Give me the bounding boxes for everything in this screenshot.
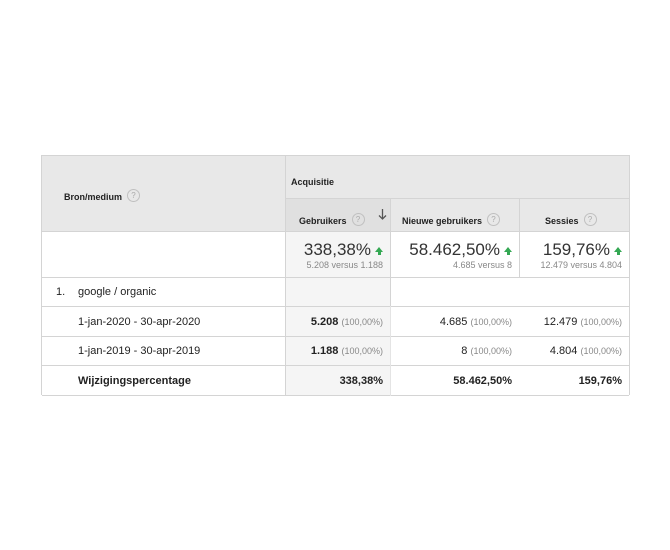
sorted-column-fill — [285, 337, 390, 365]
group-row-label[interactable]: google / organic — [78, 286, 157, 298]
table-cell: 5.208 (100,00%) — [311, 316, 383, 328]
dimension-header-label: Bron/medium — [64, 192, 123, 202]
help-circle-icon[interactable]: ? — [583, 213, 597, 227]
cell-value: 8 — [461, 345, 468, 357]
divider — [42, 231, 629, 232]
cell-value: 5.208 — [310, 316, 339, 328]
cell-percent: (100,00%) — [341, 346, 383, 356]
divider — [390, 198, 391, 306]
acquisition-group-label: Acquisitie — [291, 177, 335, 187]
dimension-header[interactable]: Bron/medium? — [64, 187, 141, 205]
cell-value: 4.804 — [549, 345, 578, 357]
total-value: 159,76% — [542, 240, 610, 259]
help-circle-icon[interactable]: ? — [351, 213, 365, 227]
divider — [285, 198, 629, 199]
trend-up-icon — [375, 247, 383, 255]
column-header-new-users-label: Nieuwe gebruikers — [402, 216, 483, 226]
change-value: 58.462,50% — [453, 375, 512, 387]
total-cell-new-users: 58.462,50% 4.685 versus 8 — [390, 232, 519, 277]
column-header-users-label: Gebruikers — [299, 216, 347, 226]
table-cell: 1.188 (100,00%) — [311, 345, 383, 357]
acquisition-group-header: Acquisitie — [291, 172, 334, 190]
total-value: 338,38% — [303, 240, 371, 259]
table-cell: 4.804 (100,00%) — [550, 345, 622, 357]
sorted-column-fill — [285, 278, 390, 306]
trend-up-icon — [614, 247, 622, 255]
report-table: Bron/medium? Acquisitie Gebruikers? Nieu… — [41, 155, 630, 396]
trend-up-icon — [504, 247, 512, 255]
change-value: 159,76% — [578, 375, 622, 387]
table-cell: 4.685 (100,00%) — [440, 316, 512, 328]
divider — [42, 395, 629, 396]
divider — [285, 306, 286, 396]
divider — [285, 278, 286, 306]
divider — [42, 306, 629, 307]
group-row-index: 1. — [56, 286, 66, 298]
cell-percent: (100,00%) — [580, 317, 622, 327]
total-value: 58.462,50% — [409, 240, 500, 259]
cell-percent: (100,00%) — [580, 346, 622, 356]
column-header-sessions-label: Sessies — [545, 216, 579, 226]
help-circle-icon[interactable]: ? — [127, 189, 141, 203]
divider — [285, 156, 286, 278]
cell-value: 12.479 — [543, 316, 578, 328]
cell-value: 1.188 — [310, 345, 339, 357]
help-circle-icon[interactable]: ? — [487, 213, 501, 227]
divider — [519, 198, 520, 278]
divider — [42, 277, 629, 278]
cell-percent: (100,00%) — [470, 346, 512, 356]
total-cell-users: 338,38% 5.208 versus 1.188 — [285, 232, 390, 277]
total-detail: 4.685 versus 8 — [452, 260, 512, 270]
column-header-sessions[interactable]: Sessies? — [519, 198, 629, 231]
cell-percent: (100,00%) — [341, 317, 383, 327]
total-detail: 12.479 versus 4.804 — [540, 260, 622, 270]
total-detail: 5.208 versus 1.188 — [306, 260, 383, 270]
cell-percent: (100,00%) — [470, 317, 512, 327]
change-row-label: Wijzigingspercentage — [78, 375, 191, 387]
arrow-down-icon[interactable] — [378, 209, 387, 220]
column-header-users[interactable]: Gebruikers? — [285, 198, 390, 231]
cell-value: 4.685 — [439, 316, 468, 328]
table-cell: 12.479 (100,00%) — [544, 316, 622, 328]
sorted-column-fill — [285, 366, 390, 395]
change-value: 338,38% — [339, 375, 383, 387]
total-cell-sessions: 159,76% 12.479 versus 4.804 — [519, 232, 629, 277]
sorted-column-fill — [285, 307, 390, 336]
divider — [390, 306, 391, 396]
column-header-new-users[interactable]: Nieuwe gebruikers? — [390, 198, 519, 231]
row-date-range: 1-jan-2019 - 30-apr-2019 — [78, 345, 201, 357]
divider — [42, 365, 629, 366]
table-cell: 8 (100,00%) — [461, 345, 512, 357]
row-date-range: 1-jan-2020 - 30-apr-2020 — [78, 316, 201, 328]
divider — [42, 336, 629, 337]
